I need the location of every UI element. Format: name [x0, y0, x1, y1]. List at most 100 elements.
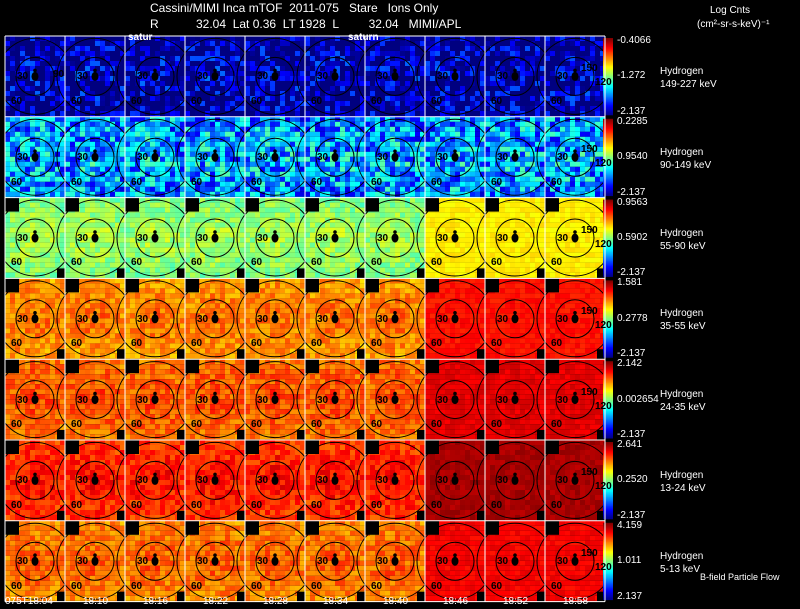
ring-label-150: 150	[581, 467, 598, 479]
colorbar-step	[603, 382, 613, 385]
colorbar-min: -2.137	[617, 429, 646, 440]
colorbar-step	[603, 388, 613, 390]
colorbar-step	[603, 217, 613, 220]
colorbar-step	[603, 40, 613, 43]
saturn-marker	[451, 395, 459, 405]
ring-label-60: 60	[371, 580, 383, 592]
species-label: Hydrogen	[660, 550, 704, 562]
ring-label-30: 30	[137, 71, 149, 83]
ring-label-60: 60	[191, 176, 203, 188]
image-panel	[416, 359, 494, 440]
ring-label-60: 60	[251, 338, 263, 350]
colorbar-step	[603, 339, 613, 342]
colorbar-step	[603, 536, 613, 539]
ring-label-60: 60	[491, 499, 503, 511]
colorbar-step	[603, 580, 613, 583]
image-panel	[476, 278, 554, 360]
colorbar-step	[603, 273, 613, 276]
image-panel	[0, 440, 74, 521]
saturn-marker	[271, 556, 279, 566]
ring-label-30: 30	[377, 394, 389, 406]
colorbar-min: -2.137	[617, 509, 646, 521]
ring-label-30: 30	[497, 475, 509, 487]
colorbar-step	[603, 512, 613, 515]
ring-label-60: 60	[251, 257, 263, 269]
colorbar-step	[603, 393, 613, 395]
image-panel	[476, 36, 554, 117]
colorbar-step	[603, 517, 613, 520]
ring-label-30: 30	[77, 233, 89, 244]
colorbar-step	[603, 420, 613, 422]
colorbar-step	[603, 321, 613, 324]
colorbar-step	[603, 154, 613, 157]
range-ring	[435, 56, 475, 96]
colorbar-step	[603, 331, 613, 334]
range-ring	[315, 218, 355, 258]
colorbar-step	[603, 206, 613, 208]
saturn-marker	[451, 556, 459, 566]
energy-label: 5-13 keV	[660, 563, 701, 575]
colorbar-step	[603, 379, 613, 381]
range-ring	[15, 299, 55, 339]
range-ring	[75, 299, 115, 339]
colorbar-step	[603, 80, 613, 83]
colorbar-step	[603, 45, 613, 48]
colorbar-step	[603, 176, 613, 179]
image-panel	[476, 520, 554, 602]
colorbar-step	[603, 400, 613, 403]
colorbar-step	[603, 240, 613, 243]
saturn-marker	[391, 152, 399, 162]
ring-label-60: 60	[131, 580, 143, 592]
colorbar-step	[603, 253, 613, 256]
range-ring	[255, 137, 295, 177]
saturn-marker	[451, 71, 459, 81]
image-panel	[356, 36, 434, 117]
ring-label-30: 30	[17, 475, 29, 487]
image-panel	[0, 278, 74, 360]
range-ring	[255, 56, 295, 96]
ring-label-30: 30	[317, 233, 329, 244]
saturn-marker	[331, 71, 339, 81]
time-label: 18:22	[203, 596, 229, 607]
colorbar-step	[603, 316, 613, 319]
colorbar-step	[603, 329, 613, 331]
range-ring	[375, 218, 415, 258]
range-ring	[195, 299, 235, 339]
saturn-marker	[391, 395, 399, 405]
ring-label-30: 30	[437, 394, 449, 406]
colorbar-step	[603, 586, 613, 589]
image-panel	[296, 520, 374, 602]
colorbar-step	[603, 535, 613, 538]
ring-label-120: 120	[595, 77, 612, 89]
colorbar-step	[603, 306, 613, 308]
saturn-marker	[391, 314, 399, 324]
colorbar-step	[603, 338, 613, 340]
ring-label-30: 30	[77, 394, 89, 406]
colorbar-step	[603, 449, 613, 452]
range-ring	[315, 56, 355, 96]
image-panel	[356, 197, 434, 279]
saturn-marker	[511, 314, 519, 324]
colorbar-step	[603, 280, 613, 283]
colorbar-step	[603, 595, 613, 598]
colorbar-step	[603, 340, 613, 343]
colorbar-step	[603, 366, 613, 369]
ring-label-30: 30	[377, 313, 389, 325]
colorbar-step	[603, 67, 613, 70]
colorbar-step	[603, 385, 613, 388]
colorbar-step	[603, 349, 613, 352]
colorbar-step	[603, 508, 613, 511]
colorbar-step	[603, 141, 613, 144]
colorbar-step	[603, 312, 613, 315]
colorbar-step	[603, 348, 613, 351]
colorbar-step	[603, 70, 613, 72]
colorbar-step	[603, 422, 613, 425]
saturn-label: satur	[128, 32, 153, 43]
colorbar-step	[603, 413, 613, 416]
image-panel	[176, 278, 254, 360]
colorbar-step	[603, 264, 613, 267]
colorbar-step	[603, 271, 613, 274]
colorbar-step	[603, 475, 613, 478]
colorbar-step	[603, 461, 613, 463]
ring-label-30: 30	[197, 233, 209, 244]
